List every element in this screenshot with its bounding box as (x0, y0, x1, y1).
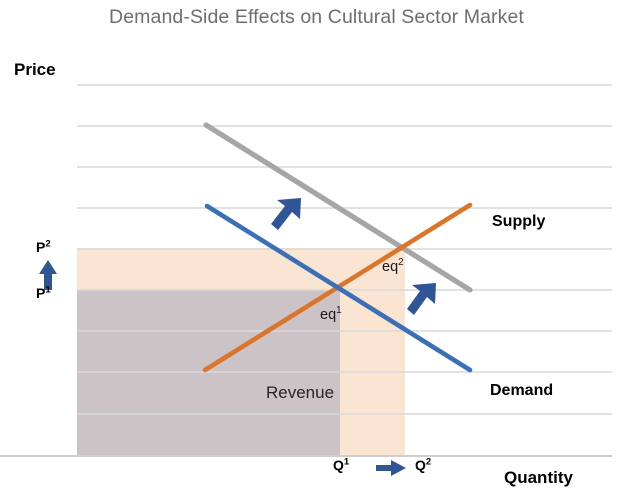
q1-base: Q (333, 457, 344, 473)
demand-shift-arrow-lower (407, 283, 436, 315)
q2-superscript: 2 (425, 456, 432, 468)
revenue-rect-price-gain (77, 248, 405, 290)
p1-superscript: 1 (45, 284, 51, 296)
x-axis-label: Quantity (504, 468, 573, 487)
page-title: Demand-Side Effects on Cultural Sector M… (109, 6, 524, 28)
demand-line (204, 203, 473, 373)
price-increase-arrow (39, 260, 57, 290)
quantity-increase-arrow (376, 460, 406, 476)
p1-base: P (36, 285, 46, 301)
p2-superscript: 2 (45, 238, 51, 250)
eq2-base: eq (382, 259, 399, 275)
demand-shift-arrow-upper (271, 198, 301, 230)
supply-curve-label: Supply (492, 213, 546, 230)
demand-curve-label: Demand (490, 382, 554, 399)
y-axis-label: Price (14, 60, 56, 79)
equilibrium-1-label: eq1 (320, 305, 342, 323)
eq1-superscript: 1 (336, 305, 342, 317)
quantity-level-q2-label: Q2 (415, 457, 431, 473)
price-level-p2-label: P2 (36, 239, 51, 255)
revenue-area-label: Revenue (266, 383, 335, 402)
equilibrium-2-label: eq2 (382, 257, 404, 275)
price-level-p1-label: P1 (36, 285, 51, 301)
quantity-level-q1-label: Q1 (333, 457, 349, 473)
q1-superscript: 1 (343, 456, 350, 468)
p2-base: P (36, 239, 46, 255)
eq1-base: eq (320, 307, 337, 323)
demand-shifted-line (203, 122, 473, 293)
eq2-superscript: 2 (398, 257, 404, 269)
q2-base: Q (415, 457, 426, 473)
